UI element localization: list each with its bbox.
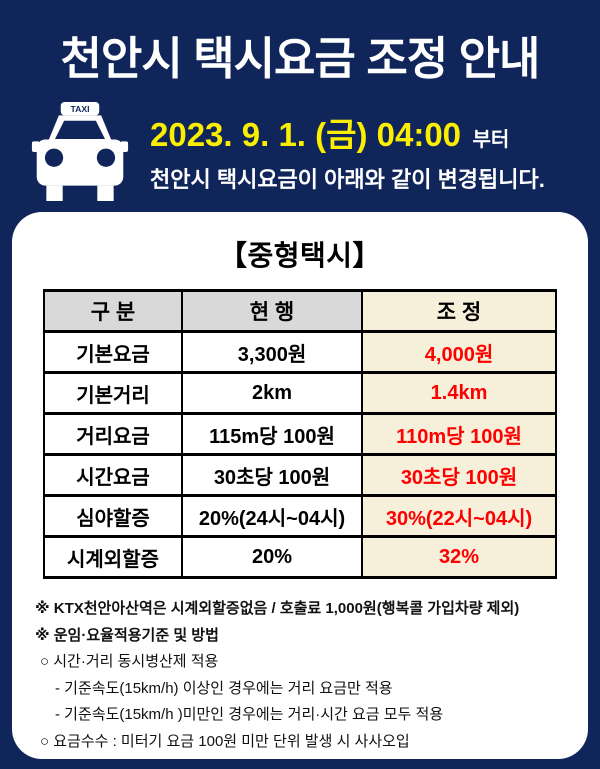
hero-section: TAXI 2023. 9. 1. (금) 04:00 부터 천안시 택시요금이 …: [0, 87, 600, 203]
effective-date-line: 2023. 9. 1. (금) 04:00 부터: [150, 108, 545, 156]
table-row-base-fare: 기본요금 3,300원 4,000원: [43, 330, 557, 374]
column-header-category: 구 분: [43, 289, 183, 333]
note-speed-below: - 기준속도(15km/h )미만인 경우에는 거리·시간 요금 모두 적용: [55, 706, 444, 723]
card-title: 【중형택시】: [218, 240, 382, 271]
row-label: 시간요금: [43, 453, 183, 497]
table-row-out-of-city-surcharge: 시계외할증 20% 32%: [43, 535, 557, 579]
current-value: 3,300원: [181, 330, 363, 374]
note-ktx-call-fee: ※ KTX천안아산역은 시계외할증없음 / 호출료 1,000원(행복콜 가입차…: [35, 600, 520, 617]
table-row-base-distance: 기본거리 2km 1.4km: [43, 371, 557, 415]
current-value: 20%: [181, 535, 363, 579]
note-combined-metering: ○ 시간·거리 동시병산제 적용: [40, 653, 219, 670]
current-value: 2km: [181, 371, 363, 415]
row-label: 기본요금: [43, 330, 183, 374]
current-value: 20%(24시~04시): [181, 494, 363, 538]
notes-section: ※ KTX천안아산역은 시계외할증없음 / 호출료 1,000원(행복콜 가입차…: [35, 596, 588, 755]
hero-text: 2023. 9. 1. (금) 04:00 부터 천안시 택시요금이 아래와 같…: [150, 108, 545, 194]
table-row-distance-fare: 거리요금 115m당 100원 110m당 100원: [43, 412, 557, 456]
row-label: 거리요금: [43, 412, 183, 456]
note-speed-above: - 기준속도(15km/h) 이상인 경우에는 거리 요금만 적용: [55, 679, 393, 697]
adjusted-value: 110m당 100원: [361, 412, 557, 456]
taxi-icon: TAXI: [30, 101, 130, 201]
effective-datetime: 2023. 9. 1. (금) 04:00: [150, 116, 462, 153]
table-row-time-fare: 시간요금 30초당 100원 30초당 100원: [43, 453, 557, 497]
page-title: 천안시 택시요금 조정 안내: [60, 33, 541, 84]
fare-table: 구 분 현 행 조 정 기본요금 3,300원 4,000원 기본거리 2km …: [43, 289, 557, 579]
effective-suffix: 부터: [472, 129, 510, 151]
note-rounding: ○ 요금수수 : 미터기 요금 100원 미만 단위 발생 시 사사오입: [40, 732, 410, 750]
row-label: 심야할증: [43, 494, 183, 538]
current-value: 115m당 100원: [181, 412, 363, 456]
row-label: 시계외할증: [43, 535, 183, 579]
fare-card: 【중형택시】 구 분 현 행 조 정 기본요금 3,300원 4,000원: [12, 212, 588, 759]
column-header-adjusted: 조 정: [361, 289, 557, 333]
row-label: 기본거리: [43, 371, 183, 415]
taxi-sign-label: TAXI: [70, 104, 89, 114]
table-header-row: 구 분 현 행 조 정: [43, 289, 557, 333]
current-value: 30초당 100원: [181, 453, 363, 497]
adjusted-value: 30초당 100원: [361, 453, 557, 497]
note-fare-rules-title: ※ 운임·요율적용기준 및 방법: [35, 626, 219, 644]
subtitle: 천안시 택시요금이 아래와 같이 변경됩니다.: [150, 167, 545, 192]
adjusted-value: 32%: [361, 535, 557, 579]
adjusted-value: 30%(22시~04시): [361, 494, 557, 538]
adjusted-value: 1.4km: [361, 371, 557, 415]
table-row-night-surcharge: 심야할증 20%(24시~04시) 30%(22시~04시): [43, 494, 557, 538]
adjusted-value: 4,000원: [361, 330, 557, 374]
column-header-current: 현 행: [181, 289, 363, 333]
